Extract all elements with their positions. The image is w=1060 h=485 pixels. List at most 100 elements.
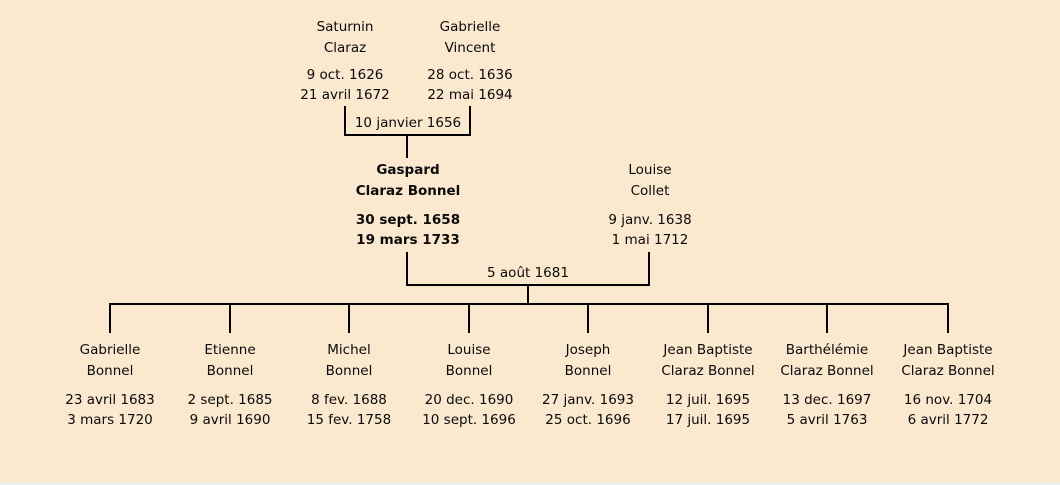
person-name: Gabrielle Vincent <box>385 17 555 59</box>
person-child-3: Michel Bonnel 8 fev. 1688 15 fev. 1758 <box>288 340 410 430</box>
name-line: Louise <box>447 342 491 358</box>
connector-line <box>469 106 471 136</box>
birth-date: 8 fev. 1688 <box>311 392 387 408</box>
person-father: Gaspard Claraz Bonnel 30 sept. 1658 19 m… <box>323 160 493 250</box>
birth-date: 27 janv. 1693 <box>542 392 634 408</box>
person-name: Saturnin Claraz <box>260 17 430 59</box>
death-date: 17 juil. 1695 <box>665 412 751 428</box>
person-name: Michel Bonnel <box>288 340 410 382</box>
connector-line <box>406 136 408 158</box>
person-grandfather: Saturnin Claraz 9 oct. 1626 21 avril 167… <box>260 17 430 105</box>
connector-line <box>527 286 529 304</box>
birth-date: 2 sept. 1685 <box>187 392 273 408</box>
name-line: Bonnel <box>86 363 134 379</box>
person-name: Gaspard Claraz Bonnel <box>323 160 493 202</box>
name-line: Bonnel <box>445 363 493 379</box>
person-dates: 16 nov. 1704 6 avril 1772 <box>887 390 1009 430</box>
person-name: Louise Collet <box>565 160 735 202</box>
name-line: Gabrielle <box>439 19 501 35</box>
name-line: Jean Baptiste <box>903 342 993 358</box>
name-line: Joseph <box>565 342 611 358</box>
birth-date: 9 janv. 1638 <box>608 212 692 228</box>
person-dates: 9 janv. 1638 1 mai 1712 <box>565 210 735 250</box>
connector-line <box>344 134 471 136</box>
name-line: Louise <box>628 162 672 178</box>
name-line: Bonnel <box>206 363 254 379</box>
person-name: Barthélémie Claraz Bonnel <box>766 340 888 382</box>
person-child-6: Jean Baptiste Claraz Bonnel 12 juil. 169… <box>647 340 769 430</box>
death-date: 6 avril 1772 <box>907 412 989 428</box>
person-name: Louise Bonnel <box>408 340 530 382</box>
birth-date: 30 sept. 1658 <box>355 212 461 228</box>
birth-date: 16 nov. 1704 <box>903 392 993 408</box>
name-line: Barthélémie <box>785 342 869 358</box>
connector-line <box>109 303 949 305</box>
person-mother: Louise Collet 9 janv. 1638 1 mai 1712 <box>565 160 735 250</box>
connector-line <box>468 303 470 333</box>
person-child-2: Etienne Bonnel 2 sept. 1685 9 avril 1690 <box>169 340 291 430</box>
death-date: 3 mars 1720 <box>67 412 153 428</box>
death-date: 22 mai 1694 <box>427 87 513 103</box>
name-line: Claraz Bonnel <box>780 363 874 379</box>
name-line: Claraz Bonnel <box>355 183 461 199</box>
person-dates: 2 sept. 1685 9 avril 1690 <box>169 390 291 430</box>
name-line: Jean Baptiste <box>663 342 753 358</box>
connector-line <box>229 303 231 333</box>
person-dates: 13 dec. 1697 5 avril 1763 <box>766 390 888 430</box>
window-bottom-edge <box>0 482 1060 485</box>
name-line: Vincent <box>444 40 496 56</box>
connector-line <box>707 303 709 333</box>
name-line: Etienne <box>204 342 256 358</box>
person-dates: 28 oct. 1636 22 mai 1694 <box>385 65 555 105</box>
connector-line <box>344 106 346 136</box>
death-date: 25 oct. 1696 <box>545 412 631 428</box>
person-child-1: Gabrielle Bonnel 23 avril 1683 3 mars 17… <box>49 340 171 430</box>
death-date: 19 mars 1733 <box>356 232 460 248</box>
person-dates: 20 dec. 1690 10 sept. 1696 <box>408 390 530 430</box>
birth-date: 23 avril 1683 <box>65 392 155 408</box>
name-line: Claraz <box>323 40 367 56</box>
person-child-7: Barthélémie Claraz Bonnel 13 dec. 1697 5… <box>766 340 888 430</box>
person-name: Gabrielle Bonnel <box>49 340 171 382</box>
marriage-date-label: 10 janvier 1656 <box>354 115 462 131</box>
marriage-date-label: 5 août 1681 <box>487 265 569 281</box>
person-name: Joseph Bonnel <box>527 340 649 382</box>
name-line: Bonnel <box>325 363 373 379</box>
connector-line <box>109 303 111 333</box>
person-dates: 12 juil. 1695 17 juil. 1695 <box>647 390 769 430</box>
connector-line <box>587 303 589 333</box>
name-line: Gaspard <box>376 162 440 178</box>
name-line: Claraz Bonnel <box>661 363 755 379</box>
death-date: 10 sept. 1696 <box>422 412 516 428</box>
person-child-8: Jean Baptiste Claraz Bonnel 16 nov. 1704… <box>887 340 1009 430</box>
connector-line <box>826 303 828 333</box>
birth-date: 20 dec. 1690 <box>424 392 514 408</box>
name-line: Bonnel <box>564 363 612 379</box>
person-dates: 8 fev. 1688 15 fev. 1758 <box>288 390 410 430</box>
name-line: Gabrielle <box>79 342 141 358</box>
name-line: Collet <box>630 183 670 199</box>
death-date: 5 avril 1763 <box>786 412 868 428</box>
connector-line <box>348 303 350 333</box>
name-line: Michel <box>327 342 371 358</box>
person-name: Etienne Bonnel <box>169 340 291 382</box>
person-name: Jean Baptiste Claraz Bonnel <box>647 340 769 382</box>
person-name: Jean Baptiste Claraz Bonnel <box>887 340 1009 382</box>
connector-line <box>406 284 650 286</box>
death-date: 9 avril 1690 <box>189 412 271 428</box>
birth-date: 9 oct. 1626 <box>306 67 384 83</box>
name-line: Saturnin <box>316 19 374 35</box>
person-dates: 9 oct. 1626 21 avril 1672 <box>260 65 430 105</box>
name-line: Claraz Bonnel <box>901 363 995 379</box>
connector-line <box>947 303 949 333</box>
birth-date: 12 juil. 1695 <box>665 392 751 408</box>
birth-date: 28 oct. 1636 <box>427 67 513 83</box>
birth-date: 13 dec. 1697 <box>782 392 872 408</box>
connector-line <box>648 252 650 286</box>
person-grandmother: Gabrielle Vincent 28 oct. 1636 22 mai 16… <box>385 17 555 105</box>
person-dates: 23 avril 1683 3 mars 1720 <box>49 390 171 430</box>
person-dates: 30 sept. 1658 19 mars 1733 <box>323 210 493 250</box>
person-child-5: Joseph Bonnel 27 janv. 1693 25 oct. 1696 <box>527 340 649 430</box>
person-child-4: Louise Bonnel 20 dec. 1690 10 sept. 1696 <box>408 340 530 430</box>
